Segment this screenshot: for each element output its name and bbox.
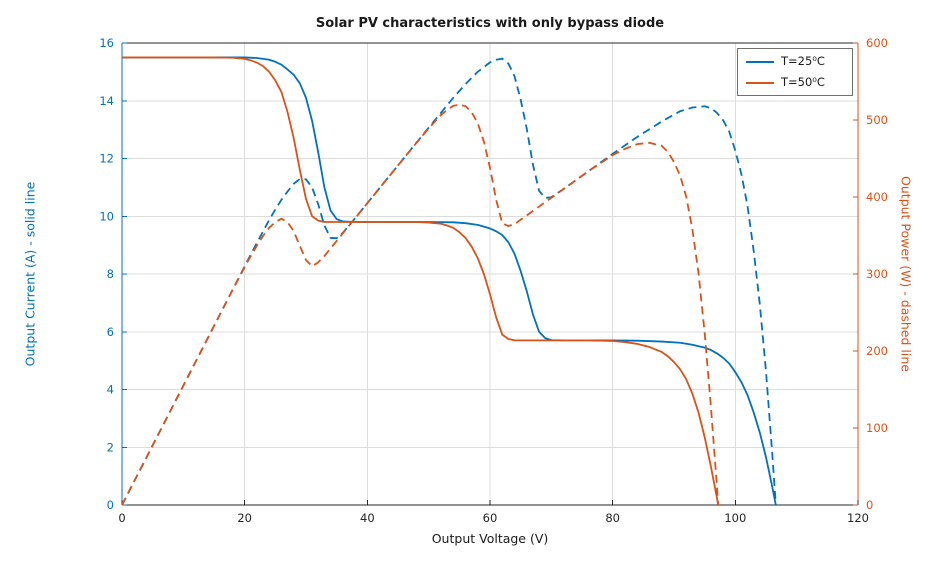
legend: T=25⁰C T=50⁰C: [737, 48, 853, 96]
legend-entry-t50: T=50⁰C: [746, 75, 844, 90]
chart-title: Solar PV characteristics with only bypas…: [315, 16, 665, 31]
y-left-tick-label: 2: [107, 440, 114, 454]
y-right-tick-label: 400: [866, 190, 888, 204]
legend-line-sample-t25: [746, 60, 774, 63]
legend-label-t25: T=25⁰C: [781, 54, 825, 68]
series-current_T50-line: [122, 56, 720, 506]
y-right-tick-label: 500: [866, 113, 888, 127]
y-left-tick-label: 16: [99, 36, 114, 50]
series-power_T25-line: [121, 57, 777, 506]
x-axis-label: Output Voltage (V): [431, 531, 549, 546]
y-right-tick-label: 100: [866, 421, 888, 435]
legend-label-t50: T=50⁰C: [781, 75, 825, 89]
x-tick-label: 80: [605, 511, 620, 525]
y-right-tick-label: 200: [866, 344, 888, 358]
x-tick-label: 40: [360, 511, 375, 525]
series-power_T50-line: [121, 103, 720, 506]
x-tick-label: 100: [724, 511, 746, 525]
y-left-tick-label: 14: [99, 94, 114, 108]
y-left-tick-label: 8: [107, 267, 114, 281]
y-axis-right-label: Output Power (W) - dashed line: [898, 176, 914, 372]
y-right-tick-label: 300: [866, 267, 888, 281]
y-left-tick-label: 6: [107, 325, 114, 339]
y-left-tick-label: 0: [107, 498, 114, 512]
x-tick-label: 120: [847, 511, 869, 525]
y-right-tick-label: 0: [866, 498, 873, 512]
y-left-tick-label: 4: [107, 383, 114, 397]
legend-line-sample-t50: [746, 81, 774, 84]
y-left-tick-label: 12: [99, 152, 114, 166]
x-tick-label: 20: [237, 511, 252, 525]
y-axis-left-label: Output Current (A) - solid line: [22, 181, 38, 367]
y-right-tick-label: 600: [866, 36, 888, 50]
legend-entry-t25: T=25⁰C: [746, 54, 844, 69]
x-tick-label: 0: [118, 511, 125, 525]
series-current_T25-line: [122, 56, 777, 506]
x-tick-label: 60: [483, 511, 498, 525]
y-left-tick-label: 10: [99, 209, 114, 223]
